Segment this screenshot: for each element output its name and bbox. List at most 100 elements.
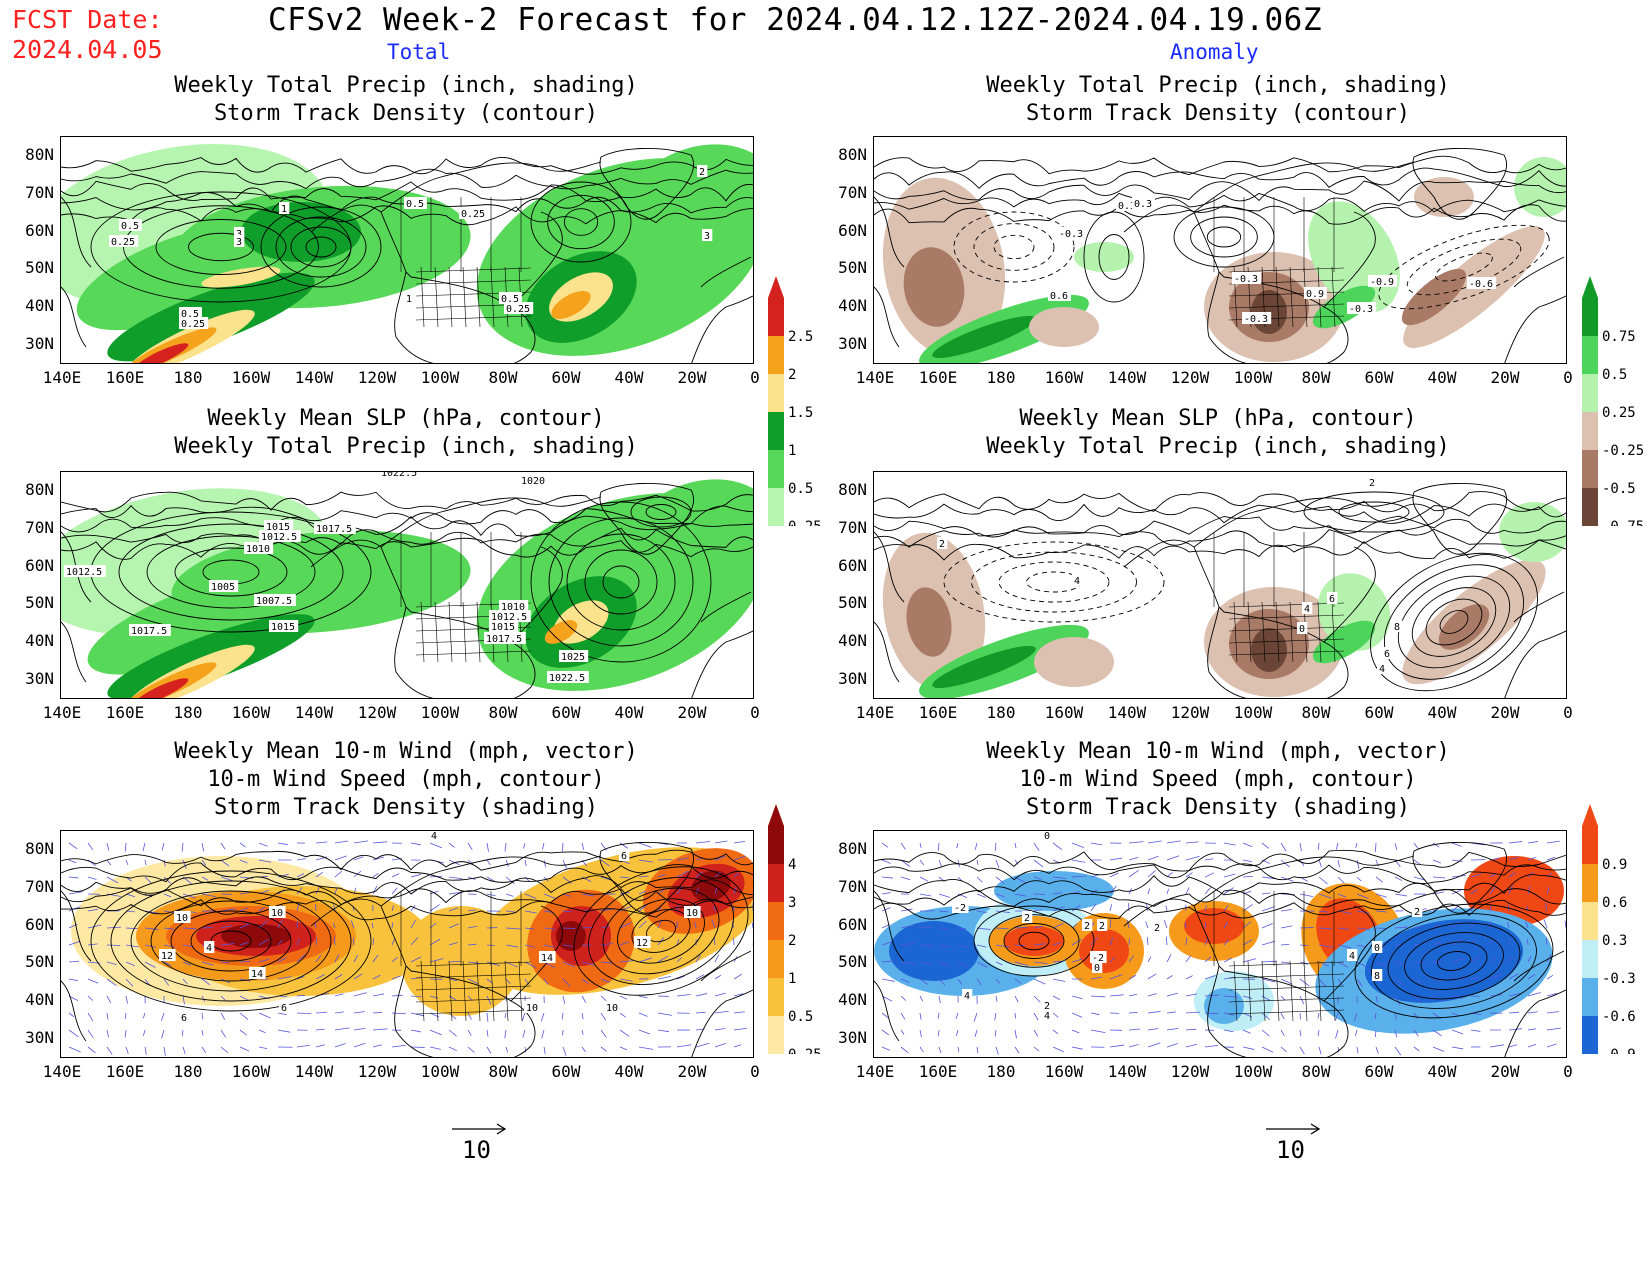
colorbar-swatch — [1582, 412, 1598, 450]
p3-lat-tick-label: 80N — [25, 480, 54, 499]
p6-lon-tick-label: 160E — [918, 1062, 958, 1081]
colorbar-tick-label: -0.25 — [1602, 443, 1644, 459]
colorbar-swatch — [768, 864, 784, 902]
p5-lat-tick-label: 30N — [25, 1028, 54, 1047]
p2-contour-label: 0.3 — [1118, 201, 1136, 212]
p1-lon-tick-label: 180 — [173, 368, 203, 387]
p5-contour-label: 6 — [281, 1003, 287, 1014]
p4-lat-tick-label: 50N — [838, 593, 867, 613]
p3-lon-tick-label: 140W — [294, 703, 334, 722]
p3-contour-label: 1017.5 — [486, 634, 522, 645]
column-title-anomaly: Anomaly — [1170, 40, 1259, 64]
colorbar-tick-label: 2 — [788, 933, 796, 949]
p5-lon-tick-label: 40W — [614, 1062, 644, 1081]
p4-lat-tick-label: 80N — [838, 480, 867, 499]
p1-contour-label: 0.5 — [181, 309, 199, 320]
p3-contour-label: 1015 — [271, 622, 295, 633]
p5-contour-label: 14 — [251, 969, 263, 980]
colorbar-tick-label: -0.3 — [1602, 971, 1636, 987]
colorbar-tick-label: 2 — [788, 367, 796, 383]
p6-lat-tick-label: 50N — [838, 952, 867, 972]
p3-contour-label: 1010 — [246, 544, 270, 555]
p5-lon-tick-label: 180 — [173, 1062, 203, 1081]
colorbar-swatch — [1582, 298, 1598, 336]
p1-lon-tick-label: 0 — [750, 368, 760, 387]
p6-lon-tick-label: 20W — [1490, 1062, 1520, 1081]
p6-lon-tick-label: 0 — [1563, 1062, 1573, 1081]
p6-lon-tick-label: 40W — [1427, 1062, 1457, 1081]
p1-contour-label: 0.25 — [506, 304, 530, 315]
colorbar-tick-label: 3 — [788, 895, 796, 911]
p2-contour-label: -0.6 — [1469, 279, 1493, 290]
p3-contour-label: 1020 — [521, 476, 545, 487]
p1-lon-tick-label: 20W — [677, 368, 707, 387]
p4-lat-tick-label: 60N — [838, 555, 867, 575]
p4-lon-tick-label: 120W — [1170, 703, 1210, 722]
vector-reference-label-left: 10 — [462, 1136, 491, 1164]
p5-lat-tick-label: 50N — [25, 952, 54, 972]
p3-lat-tick-label: 40N — [25, 631, 54, 651]
p3-lon-tick-label: 80W — [488, 703, 518, 722]
p4-contour-label: 0 — [1299, 624, 1305, 635]
p4-lon-tick-label: 80W — [1301, 703, 1331, 722]
p2-contour-label: 0.9 — [1306, 289, 1324, 300]
p2-contour-label: -0.3 — [1059, 229, 1083, 240]
colorbar-tick-label: 0.5 — [1602, 367, 1627, 383]
colorbar-tick-label: 0.75 — [1602, 329, 1636, 345]
p5-lat-tick-label: 60N — [25, 914, 54, 934]
p6-contour-label: 2 — [1044, 1001, 1050, 1012]
p1-lon-tick-label: 160W — [231, 368, 271, 387]
p3-contour-label: 1010 — [501, 602, 525, 613]
p1-lon-tick-label: 100W — [420, 368, 460, 387]
colorbar-precip-total: 2.5 2 1.5 1 0.5 0.25 — [766, 276, 856, 548]
p6-contour-label: 2 — [1099, 921, 1105, 932]
column-title-total: Total — [387, 40, 451, 64]
p2-lon-tick-label: 20W — [1490, 368, 1520, 387]
map-precip-total: 1 3 3 0.5 0.25 0.5 0.25 1 0.5 0.25 2 3 0.5 0.25 — [60, 136, 754, 364]
p4-contour-label: 2 — [1369, 478, 1375, 489]
colorbar-tick-label: -0.75 — [1602, 519, 1644, 526]
p4-lon-tick-label: 100W — [1233, 703, 1273, 722]
p1-lat-tick-label: 30N — [25, 334, 54, 353]
p6-contour-label: 2 — [1414, 907, 1420, 918]
p2-lon-tick-label: 180 — [986, 368, 1016, 387]
p2-lat-tick-label: 60N — [838, 220, 867, 240]
p3-contour-label: 1007.5 — [256, 596, 292, 607]
colorbar-swatch — [768, 450, 784, 488]
p6-contour-label: -2 — [1092, 953, 1104, 964]
colorbar-tick-label: 0.9 — [1602, 857, 1627, 873]
colorbar-tick-label: 1.5 — [788, 405, 813, 421]
p4-lon-tick-label: 40W — [1427, 703, 1457, 722]
p5-lon-tick-label: 60W — [551, 1062, 581, 1081]
p1-contour-label: 0.25 — [181, 319, 205, 330]
colorbar-swatch — [1582, 940, 1598, 978]
colorbar-swatch — [1582, 1016, 1598, 1054]
p5-contour-label: 10 — [176, 913, 188, 924]
panel-title-precip-anomaly: Weekly Total Precip (inch, shading) Storm… — [986, 73, 1450, 126]
p6-lon-tick-label: 120W — [1170, 1062, 1210, 1081]
p5-contour-label: 12 — [636, 938, 648, 949]
map-slp-total: 1022.5 1020 1015 1017.5 1012.5 1010 1012.5 1005… — [60, 471, 754, 699]
p3-lat-tick-label: 70N — [25, 517, 54, 537]
p6-contour-label: 2 — [1084, 921, 1090, 932]
panel-title-precip-total: Weekly Total Precip (inch, shading) Storm… — [174, 73, 638, 126]
p2-lon-tick-label: 160W — [1044, 368, 1084, 387]
map-precip-anomaly: -0.3 0.3 0.6 0.3 0.9 -0.9 -0.6 -0.3 -0.3 -0.3 — [873, 136, 1567, 364]
p4-lon-tick-label: 20W — [1490, 703, 1520, 722]
p3-lon-tick-label: 120W — [357, 703, 397, 722]
p1-contour-label: 0.25 — [111, 237, 135, 248]
p3-lon-tick-label: 160E — [105, 703, 145, 722]
p1-lon-tick-label: 40W — [614, 368, 644, 387]
p3-contour-label: 1022.5 — [381, 472, 417, 479]
p3-lat-tick-label: 60N — [25, 555, 54, 575]
p5-lon-tick-label: 80W — [488, 1062, 518, 1081]
colorbar-swatch — [768, 336, 784, 374]
p1-contour-label: 3 — [704, 231, 710, 242]
p5-lon-tick-label: 140E — [42, 1062, 82, 1081]
p4-lat-tick-label: 70N — [838, 517, 867, 537]
p3-contour-label: 1012.5 — [66, 567, 102, 578]
p5-contour-label: 4 — [431, 831, 437, 842]
p3-lon-tick-label: 160W — [231, 703, 271, 722]
p5-contour-label: 10 — [526, 1003, 538, 1014]
